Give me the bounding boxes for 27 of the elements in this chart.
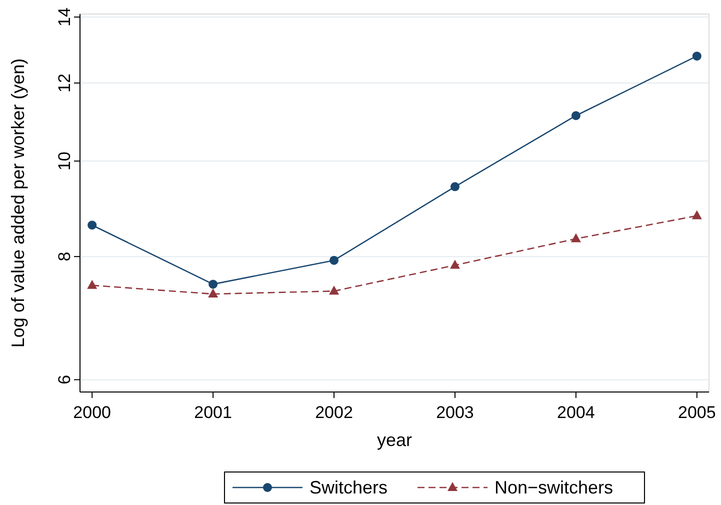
point	[450, 260, 460, 269]
point	[208, 280, 218, 289]
y-tick-label: 14	[55, 8, 74, 27]
point	[88, 220, 97, 230]
x-tick-label: 2000	[73, 403, 112, 422]
y-tick-label: 8	[55, 252, 74, 262]
point	[330, 256, 339, 265]
y-tick-label: 12	[55, 74, 74, 92]
point	[571, 111, 580, 120]
y-axis-title: Log of value added per worker (yen)	[8, 58, 28, 348]
x-tick-label: 2005	[678, 403, 716, 422]
x-tick-label: 2004	[557, 403, 595, 422]
x-tick-label: 2002	[315, 403, 353, 422]
point	[329, 286, 340, 295]
legend-label: Non−switchers	[494, 478, 614, 498]
x-axis-title: year	[376, 430, 412, 450]
x-tick-label: 2003	[436, 403, 474, 422]
y-tick-label: 6	[55, 374, 74, 384]
point	[570, 233, 581, 242]
point	[450, 182, 460, 192]
point	[208, 288, 218, 298]
point	[692, 52, 702, 61]
point	[87, 280, 98, 289]
x-tick-label: 2001	[194, 403, 232, 422]
legend-label: Switchers	[310, 478, 388, 498]
y-tick-label: 10	[55, 152, 74, 171]
point	[692, 210, 702, 220]
